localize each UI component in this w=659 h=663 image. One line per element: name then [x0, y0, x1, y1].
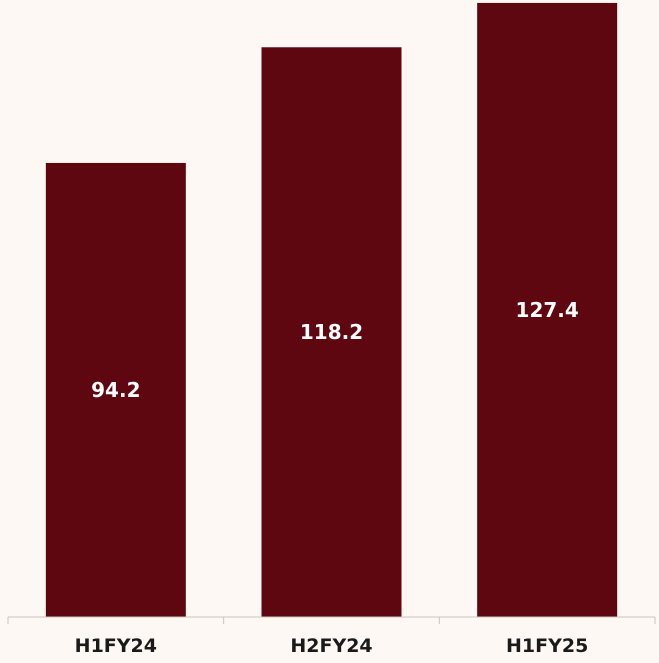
- data-label-h2fy24: 118.2: [300, 320, 363, 344]
- x-tick-label-h2fy24: H2FY24: [290, 635, 372, 657]
- data-label-h1fy25: 127.4: [516, 298, 579, 322]
- x-tick-labels: H1FY24 H2FY24 H1FY25: [75, 635, 589, 657]
- data-labels: 94.2 118.2 127.4: [91, 298, 579, 402]
- bar-h1fy25: [477, 2, 618, 617]
- data-label-h1fy24: 94.2: [91, 378, 140, 402]
- bar-h2fy24: [261, 47, 402, 617]
- bar-h1fy24: [45, 162, 186, 617]
- x-tick-label-h1fy24: H1FY24: [75, 635, 157, 657]
- x-axis: [7, 616, 656, 624]
- bars: [45, 2, 618, 617]
- x-tick-label-h1fy25: H1FY25: [506, 635, 588, 657]
